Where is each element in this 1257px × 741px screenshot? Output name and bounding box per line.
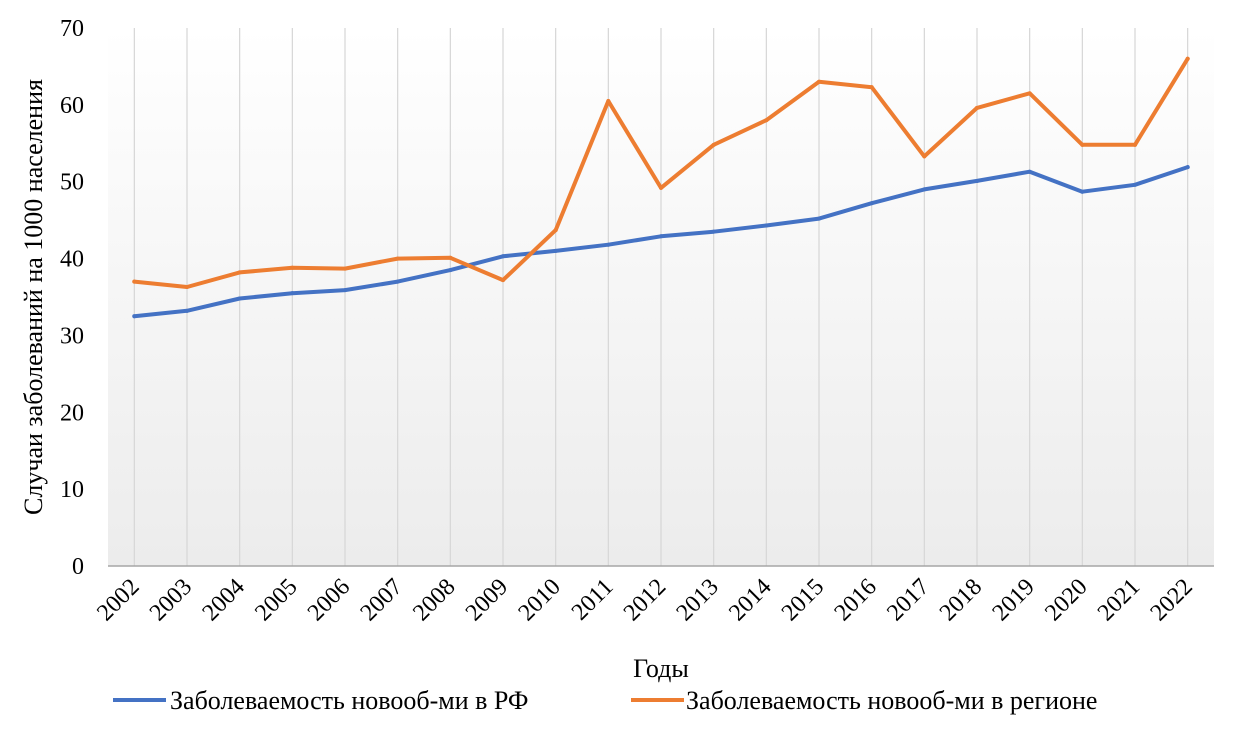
data-point-s0-2010 bbox=[553, 248, 558, 253]
x-tick-label: 2004 bbox=[198, 574, 250, 626]
data-point-s1-2013 bbox=[711, 142, 716, 147]
data-point-s0-2007 bbox=[395, 279, 400, 284]
data-point-s1-2006 bbox=[343, 266, 347, 271]
data-point-s0-2012 bbox=[659, 234, 663, 239]
x-tick-label: 2018 bbox=[935, 574, 987, 626]
x-tick-label: 2017 bbox=[882, 574, 934, 626]
data-point-s0-2018 bbox=[975, 178, 979, 183]
x-tick-label: 2021 bbox=[1093, 574, 1145, 626]
data-point-s0-2002 bbox=[132, 314, 137, 319]
data-point-s0-2017 bbox=[922, 187, 927, 192]
x-tick-label: 2014 bbox=[724, 574, 776, 626]
data-point-s0-2003 bbox=[185, 308, 189, 313]
data-point-s1-2009 bbox=[501, 278, 505, 283]
data-point-s0-2016 bbox=[869, 201, 874, 206]
data-point-s0-2008 bbox=[448, 268, 453, 273]
y-tick-label: 0 bbox=[72, 554, 84, 580]
x-tick-label: 2019 bbox=[988, 574, 1040, 626]
data-point-s1-2007 bbox=[395, 256, 400, 261]
data-point-s1-2022 bbox=[1185, 56, 1190, 61]
data-point-s0-2020 bbox=[1080, 189, 1085, 194]
data-point-s0-2011 bbox=[606, 242, 611, 247]
grid-lines bbox=[133, 28, 1189, 566]
data-point-s1-2005 bbox=[290, 265, 295, 270]
x-tick-label: 2007 bbox=[356, 574, 408, 626]
x-tick-label: 2012 bbox=[619, 574, 671, 626]
x-tick-label: 2006 bbox=[303, 574, 355, 626]
y-axis-title: Случаи заболеваний на 1000 населения bbox=[19, 79, 48, 515]
x-tick-label: 2013 bbox=[672, 574, 724, 626]
data-point-s0-2015 bbox=[817, 216, 821, 221]
data-point-s1-2018 bbox=[975, 105, 979, 110]
series-lines bbox=[132, 56, 1190, 319]
data-point-s0-2005 bbox=[290, 291, 295, 296]
data-point-s0-2013 bbox=[711, 229, 716, 234]
data-point-s1-2019 bbox=[1027, 91, 1032, 96]
x-tick-label: 2003 bbox=[145, 574, 197, 626]
data-point-s1-2012 bbox=[659, 185, 663, 190]
x-tick-label: 2016 bbox=[830, 574, 882, 626]
y-tick-label: 30 bbox=[60, 323, 84, 349]
legend-label-rf: Заболеваемость новооб-ми в РФ bbox=[170, 686, 528, 715]
y-tick-label: 20 bbox=[60, 400, 84, 426]
y-tick-label: 10 bbox=[60, 477, 84, 503]
data-point-s0-2014 bbox=[764, 223, 769, 228]
data-point-s0-2022 bbox=[1185, 165, 1190, 170]
x-tick-label: 2011 bbox=[567, 574, 619, 626]
legend: Заболеваемость новооб-ми в РФ Заболеваем… bbox=[113, 686, 1097, 715]
x-tick-label: 2015 bbox=[777, 574, 829, 626]
data-point-s1-2003 bbox=[185, 285, 189, 290]
data-point-s1-2014 bbox=[764, 118, 769, 123]
y-tick-label: 70 bbox=[60, 16, 84, 42]
x-tick-label: 2002 bbox=[92, 574, 144, 626]
y-tick-label: 50 bbox=[60, 170, 84, 196]
data-point-s0-2006 bbox=[343, 288, 347, 293]
data-point-s1-2017 bbox=[922, 154, 927, 159]
data-point-s0-2021 bbox=[1133, 182, 1137, 187]
data-point-s0-2004 bbox=[237, 296, 242, 301]
y-tick-label: 60 bbox=[60, 93, 84, 119]
x-tick-label: 2020 bbox=[1040, 574, 1092, 626]
data-point-s1-2002 bbox=[132, 279, 137, 284]
y-tick-label: 40 bbox=[60, 247, 84, 273]
data-point-s0-2019 bbox=[1027, 169, 1032, 174]
x-tick-label: 2010 bbox=[514, 574, 566, 626]
data-point-s0-2009 bbox=[501, 254, 505, 259]
data-point-s1-2011 bbox=[606, 99, 611, 104]
data-point-s1-2020 bbox=[1080, 142, 1085, 147]
data-point-s1-2016 bbox=[869, 85, 874, 90]
data-point-s1-2021 bbox=[1133, 142, 1137, 147]
legend-label-region: Заболеваемость новооб-ми в регионе bbox=[686, 686, 1097, 715]
x-tick-label: 2009 bbox=[461, 574, 513, 626]
data-point-s1-2004 bbox=[237, 270, 242, 275]
y-tick-labels: 0 10 20 30 40 50 60 70 bbox=[60, 16, 84, 580]
x-tick-label: 2008 bbox=[408, 574, 460, 626]
x-tick-label: 2005 bbox=[250, 574, 302, 626]
x-tick-label: 2022 bbox=[1146, 574, 1198, 626]
data-point-s1-2010 bbox=[553, 228, 558, 233]
x-tick-labels: 2002 2003 2004 2005 2006 2007 2008 2009 2010 2011… bbox=[92, 574, 1198, 626]
x-axis-title: Годы bbox=[633, 654, 689, 683]
data-point-s1-2015 bbox=[817, 79, 821, 84]
data-point-s1-2008 bbox=[448, 255, 453, 260]
